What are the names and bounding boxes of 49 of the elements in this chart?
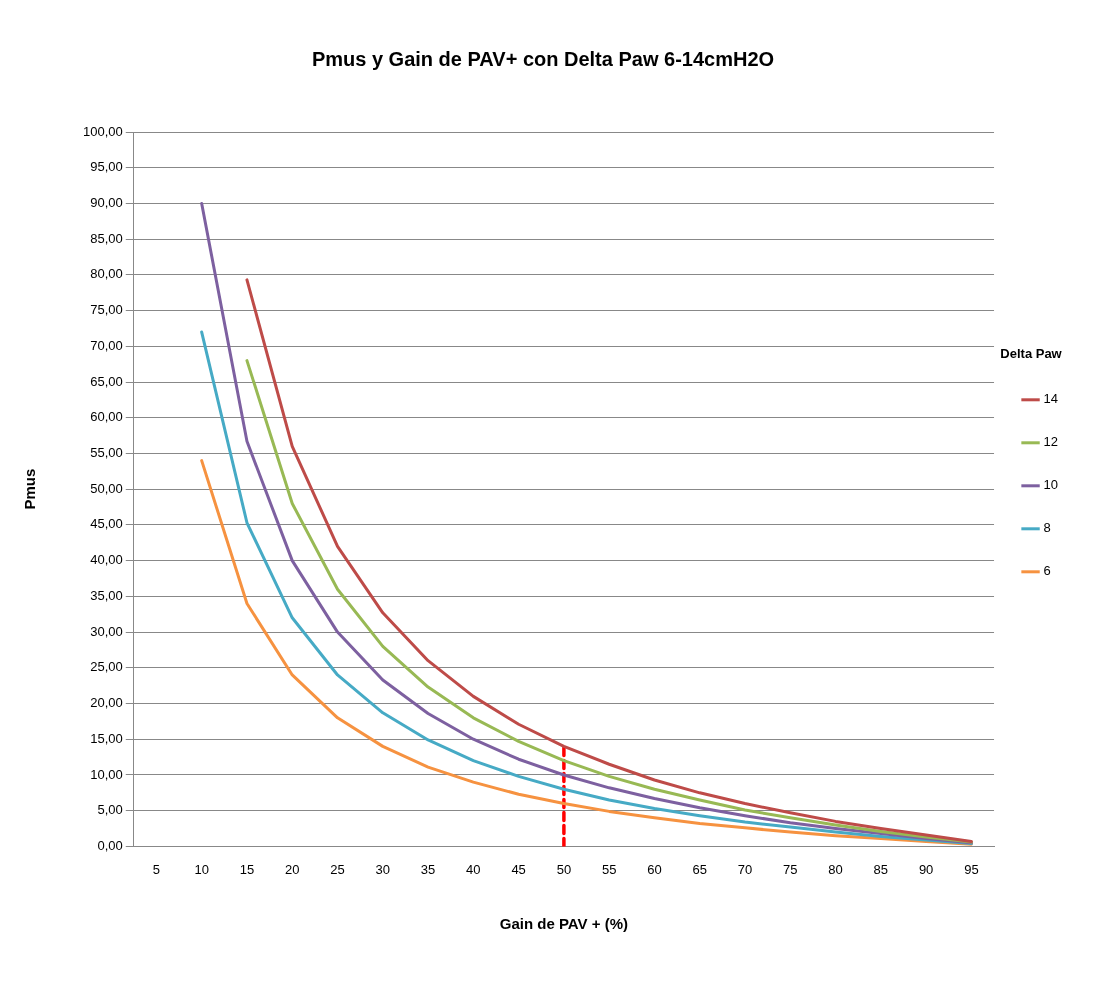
legend-title: Delta Paw [1000,345,1063,361]
legend-label: 10 [1043,477,1059,493]
x-tick-label: 35 [420,861,436,877]
y-tick-label: 75,00 [90,302,123,318]
x-tick-label: 15 [239,861,255,877]
y-tick-label: 90,00 [90,195,123,211]
x-tick-label: 80 [828,861,843,877]
legend-label: 14 [1043,391,1059,407]
x-tick-label: 75 [783,861,798,877]
y-tick-label: 40,00 [90,552,123,568]
x-tick-label: 30 [375,861,391,877]
x-tick-label: 95 [964,861,979,877]
x-axis-title: Gain de PAV + (%) [499,915,629,933]
x-tick-label: 70 [737,861,753,877]
y-tick-label: 65,00 [90,373,123,389]
y-tick-label: 10,00 [90,766,123,782]
y-tick-label: 30,00 [90,623,123,639]
legend-label: 6 [1043,563,1051,579]
x-tick-label: 50 [556,861,572,877]
y-tick-label: 5,00 [97,802,123,818]
x-tick-label: 60 [647,861,662,877]
y-tick-label: 95,00 [90,159,123,175]
x-tick-label: 25 [330,861,345,877]
y-tick-label: 100,00 [83,123,123,139]
y-tick-label: 70,00 [90,337,123,353]
y-tick-label: 45,00 [90,516,123,532]
x-tick-label: 55 [601,861,617,877]
y-tick-label: 0,00 [97,837,123,853]
legend-label: 12 [1043,434,1059,450]
y-axis-title: Pmus [21,468,39,510]
y-tick-label: 60,00 [90,409,123,425]
y-tick-label: 35,00 [90,587,123,603]
y-tick-label: 55,00 [90,445,123,461]
y-tick-label: 80,00 [90,266,123,282]
x-tick-label: 90 [918,861,934,877]
chart-title: Pmus y Gain de PAV+ con Delta Paw 6-14cmH2O [311,47,775,70]
x-tick-label: 85 [873,861,889,877]
legend-label: 8 [1043,520,1051,536]
x-tick-label: 10 [194,861,209,877]
y-tick-label: 25,00 [90,659,123,675]
y-tick-label: 15,00 [90,730,123,746]
y-tick-label: 50,00 [90,480,123,496]
y-tick-label: 85,00 [90,230,123,246]
x-tick-label: 40 [466,861,481,877]
x-tick-label: 5 [152,861,161,877]
x-tick-label: 45 [511,861,526,877]
x-tick-label: 65 [692,861,707,877]
y-tick-label: 20,00 [90,695,123,711]
x-tick-label: 20 [285,861,300,877]
